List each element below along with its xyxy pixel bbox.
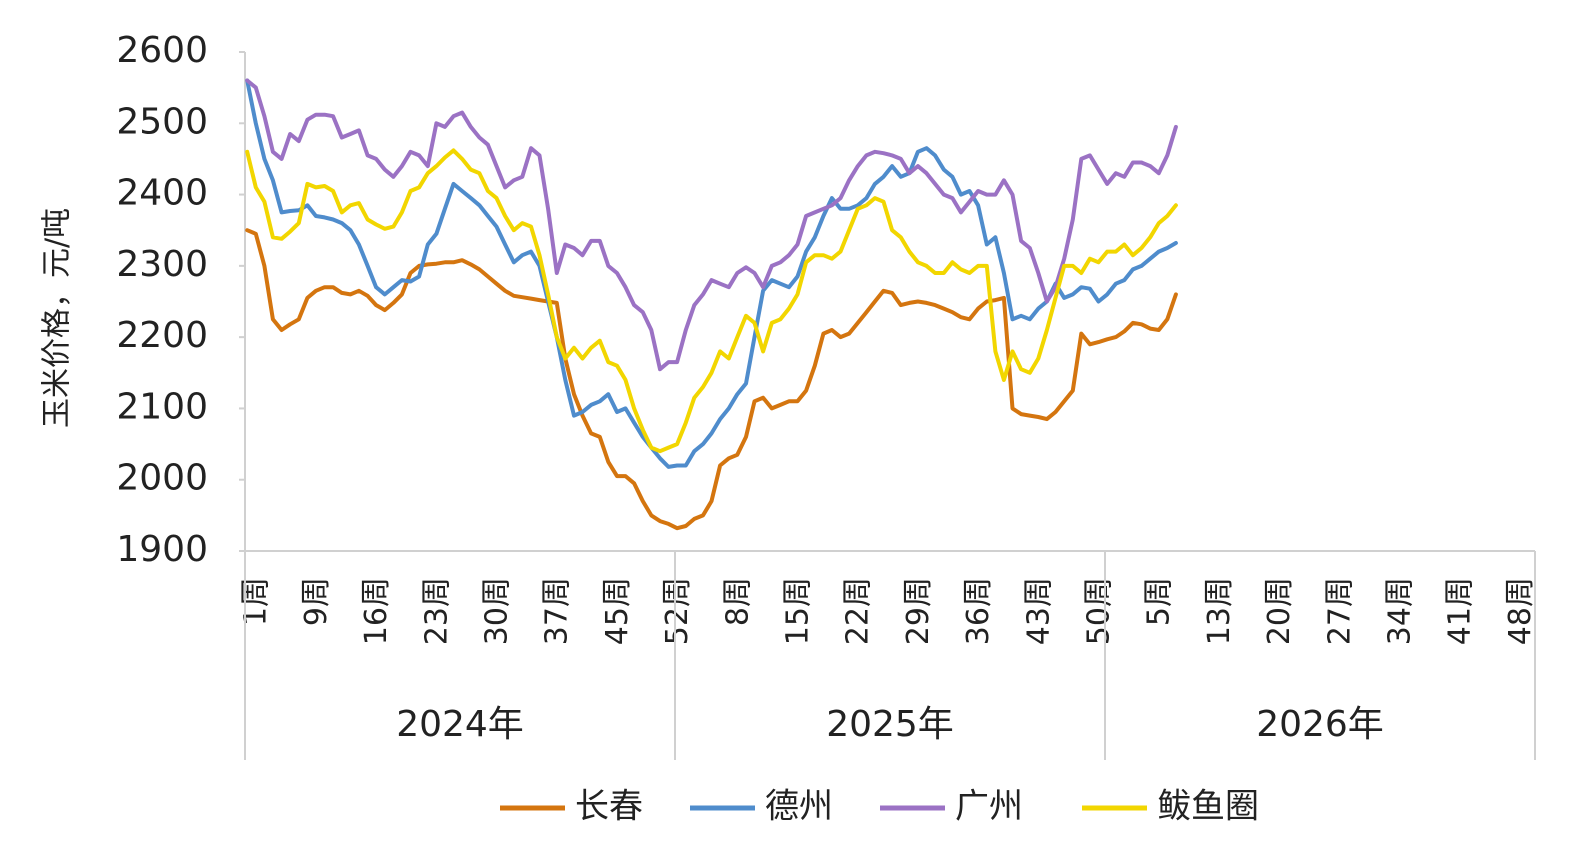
- y-tick-label: 2400: [116, 173, 208, 214]
- y-tick-label: 2500: [116, 101, 208, 142]
- series-line: [245, 78, 1178, 372]
- x-tick-label: 13周: [1202, 577, 1237, 645]
- x-tick-label: 52周: [660, 577, 695, 645]
- x-tick-label: 36周: [961, 577, 996, 645]
- legend-label: 广州: [955, 787, 1023, 827]
- y-tick-label: 2600: [116, 30, 208, 71]
- x-tick-label: 23周: [419, 577, 454, 645]
- x-tick-label: 22周: [841, 577, 876, 645]
- x-tick-label: 48周: [1503, 577, 1538, 645]
- x-group-label: 2025年: [826, 704, 954, 745]
- x-tick-label: 9周: [299, 577, 334, 626]
- x-tick-label: 30周: [479, 577, 514, 645]
- legend-label: 长春: [575, 787, 643, 827]
- x-tick-label: 16周: [359, 577, 394, 645]
- x-tick-label: 27周: [1322, 577, 1357, 645]
- x-tick-label: 15周: [780, 577, 815, 645]
- x-tick-label: 43周: [1021, 577, 1056, 645]
- y-tick-label: 1900: [116, 529, 208, 570]
- x-tick-label: 50周: [1081, 577, 1116, 645]
- x-tick-label: 37周: [540, 577, 575, 645]
- x-tick-label: 8周: [720, 577, 755, 626]
- y-tick-label: 2100: [116, 386, 208, 427]
- x-tick-label: 5周: [1142, 577, 1177, 626]
- series-line: [245, 228, 1178, 531]
- x-tick-label: 34周: [1382, 577, 1417, 645]
- x-tick-label: 20周: [1262, 577, 1297, 645]
- legend-label: 德州: [765, 787, 833, 827]
- series-line: [245, 78, 1178, 469]
- x-tick-label: 29周: [901, 577, 936, 645]
- y-tick-label: 2300: [116, 244, 208, 285]
- x-tick-label: 45周: [600, 577, 635, 645]
- y-axis-label: 玉米价格，元/吨: [40, 208, 75, 428]
- x-group-label: 2024年: [396, 704, 524, 745]
- y-tick-label: 2200: [116, 315, 208, 356]
- y-tick-label: 2000: [116, 458, 208, 499]
- x-group-label: 2026年: [1256, 704, 1384, 745]
- x-tick-label: 1周: [239, 577, 274, 626]
- x-tick-label: 41周: [1443, 577, 1478, 645]
- series-line: [245, 148, 1178, 454]
- legend-label: 鲅鱼圈: [1157, 787, 1259, 827]
